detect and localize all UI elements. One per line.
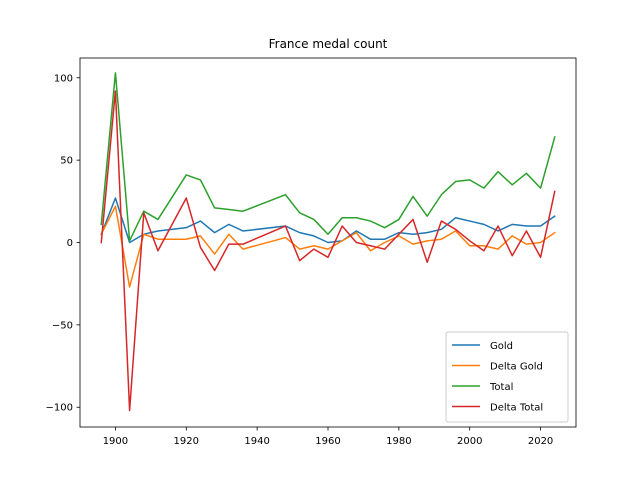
- legend: Gold Delta Gold Total Delta Total: [445, 331, 569, 423]
- x-tick-label: 1920: [174, 436, 199, 447]
- legend-label: Delta Total: [490, 403, 543, 414]
- series-layer: [100, 72, 556, 412]
- x-tick-label: 1940: [244, 436, 269, 447]
- series-line-delta-total: [100, 90, 556, 412]
- x-tick-label: 2020: [528, 436, 553, 447]
- x-tick-label: 1980: [386, 436, 411, 447]
- legend-label: Gold: [490, 341, 513, 352]
- x-tick-label: 2000: [457, 436, 482, 447]
- chart-title: France medal count: [269, 37, 388, 51]
- y-tick-label: 100: [54, 73, 73, 84]
- y-tick-label: 50: [60, 156, 73, 167]
- y-tick-label: −50: [52, 320, 73, 331]
- axes-layer: 1900 1920 1940 1960 1980 2000 2020 −100 −50 0 50 10…: [46, 57, 577, 447]
- legend-label: Delta Gold: [490, 362, 543, 373]
- y-tick-label: −100: [46, 403, 73, 414]
- x-tick-label: 1900: [103, 436, 128, 447]
- series-line-total: [100, 72, 556, 242]
- legend-box: [445, 331, 569, 423]
- legend-label: Total: [489, 382, 513, 393]
- x-tick-label: 1960: [315, 436, 340, 447]
- y-tick-label: 0: [67, 238, 73, 249]
